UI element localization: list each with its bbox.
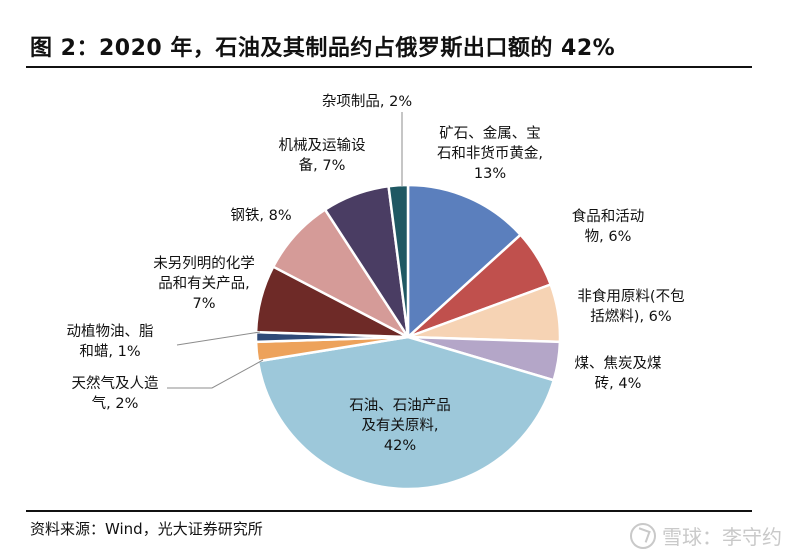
source-note: 资料来源：Wind，光大证券研究所: [30, 520, 263, 538]
slice-label-line: 矿石、金属、宝: [439, 125, 541, 142]
pie-slice: [256, 335, 555, 491]
slice-label: 煤、焦炭及煤砖, 4%: [575, 355, 662, 392]
leader-line: [167, 359, 264, 389]
slice-label: 石油、石油产品及有关原料, 42%: [349, 397, 451, 454]
footer-divider: [26, 510, 752, 512]
slice-label-line: 机械及运输设: [279, 137, 366, 154]
slice-label: 食品和活动物, 6%: [572, 208, 645, 245]
slice-label-line: 物, 6%: [585, 228, 632, 245]
slice-label-line: 品和有关产品,: [158, 275, 250, 292]
slice-label-line: 未另列明的化学: [153, 255, 255, 272]
slice-label: 动植物油、脂和蜡, 1%: [67, 323, 154, 360]
chart-title: 图 2：2020 年，石油及其制品约占俄罗斯出口额的 42%: [30, 36, 616, 61]
slice-label: 杂项制品, 2%: [322, 93, 412, 110]
slice-label-line: 食品和活动: [572, 208, 645, 225]
pie-slice: [406, 183, 522, 339]
leader-lines: [167, 112, 403, 389]
snowball-logo-icon: [630, 522, 656, 549]
watermark: 雪球：李守约: [630, 521, 782, 550]
slice-label-line: 42%: [384, 438, 416, 454]
slice-label-line: 钢铁, 8%: [230, 207, 291, 224]
slice-label: 机械及运输设备, 7%: [279, 137, 366, 174]
slice-label-line: 砖, 4%: [595, 375, 642, 392]
slice-label-line: 动植物油、脂: [67, 323, 154, 340]
slice-label-line: 7%: [192, 296, 215, 312]
slice-label-line: 括燃料), 6%: [590, 307, 671, 325]
slice-label-line: 非食用原料(不包: [577, 288, 684, 305]
slice-label-line: 石和非货币黄金,: [437, 145, 543, 162]
slice-label-line: 备, 7%: [299, 157, 346, 174]
slice-label-line: 气, 2%: [92, 395, 139, 412]
slice-label-line: 石油、石油产品: [349, 397, 451, 414]
slice-label-line: 13%: [474, 166, 506, 182]
pie-slice: [387, 183, 410, 339]
slice-label: 未另列明的化学品和有关产品, 7%: [153, 255, 255, 312]
leader-line: [176, 331, 261, 346]
slice-label-line: 煤、焦炭及煤: [575, 355, 662, 372]
pie-slices: [254, 183, 562, 491]
slice-label-line: 和蜡, 1%: [79, 343, 140, 360]
slice-label: 天然气及人造气, 2%: [72, 375, 159, 412]
slice-labels: 矿石、金属、宝石和非货币黄金, 13% 食品和活动物, 6% 非食用原料(不包括燃料)…: [67, 93, 685, 454]
title-divider: [26, 66, 752, 68]
slice-label-line: 天然气及人造: [72, 375, 159, 392]
slice-label-line: 杂项制品, 2%: [322, 93, 412, 110]
watermark-text: 雪球：李守约: [662, 525, 782, 549]
slice-label: 非食用原料(不包括燃料), 6%: [577, 288, 684, 325]
slice-label: 钢铁, 8%: [230, 207, 291, 224]
slice-label-line: 及有关原料,: [361, 417, 438, 434]
slice-label: 矿石、金属、宝石和非货币黄金, 13%: [437, 125, 543, 182]
